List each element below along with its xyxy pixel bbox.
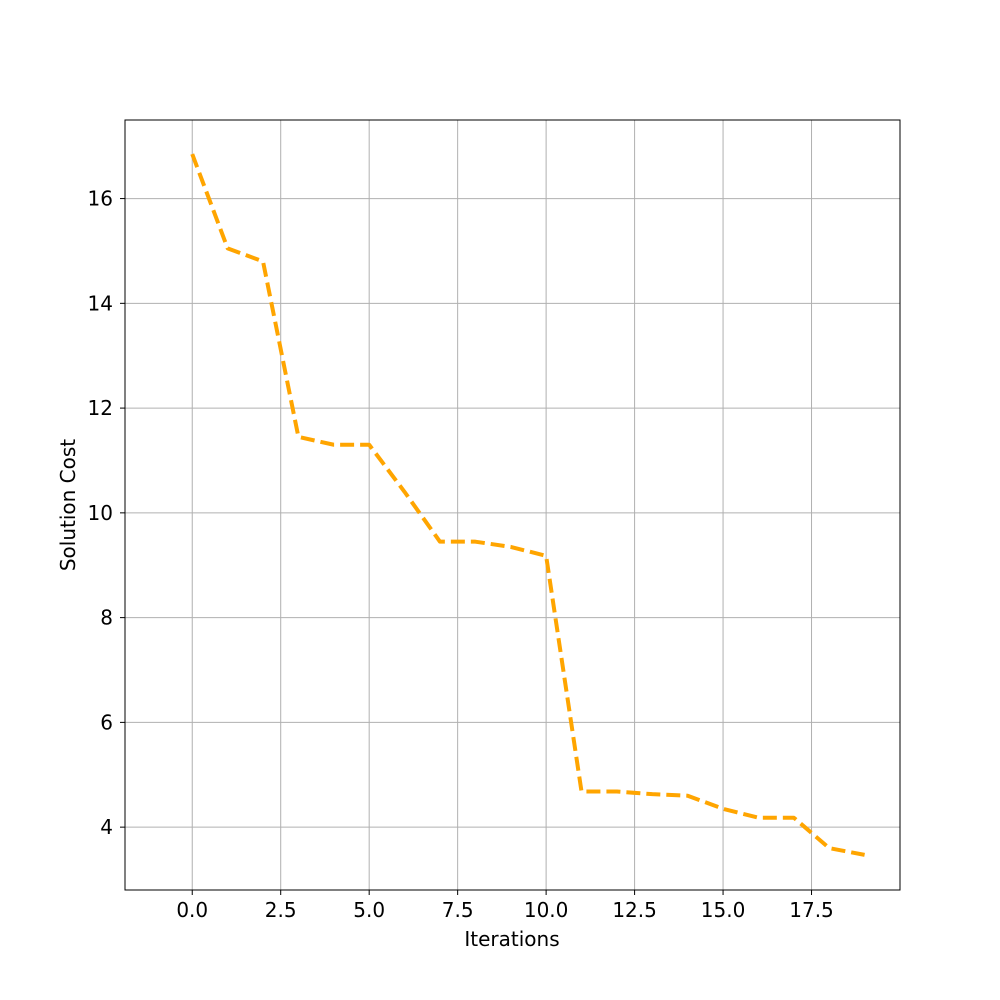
series-layer: [190, 153, 865, 857]
x-tick-label: 5.0: [353, 898, 385, 922]
x-axis-label: Iterations: [464, 927, 559, 951]
x-tick-label: 12.5: [612, 898, 657, 922]
y-axis-label: Solution Cost: [56, 439, 80, 571]
y-axis-ticks: 4 6 8 10 12 14 16: [88, 187, 125, 839]
x-tick-label: 2.5: [265, 898, 297, 922]
y-tick-label: 10: [88, 501, 113, 525]
x-tick-label: 7.5: [442, 898, 474, 922]
y-tick-label: 8: [100, 606, 113, 630]
x-tick-label: 0.0: [176, 898, 208, 922]
y-tick-label: 12: [88, 396, 113, 420]
plot-area-frame: [124, 119, 901, 891]
grid: [125, 120, 900, 890]
x-tick-label: 10.0: [524, 898, 569, 922]
series-line: [190, 153, 865, 857]
x-tick-label: 17.5: [789, 898, 834, 922]
y-tick-label: 6: [100, 710, 113, 734]
y-tick-label: 16: [88, 187, 113, 211]
x-tick-label: 15.0: [701, 898, 746, 922]
y-tick-label: 14: [88, 291, 113, 315]
y-tick-label: 4: [100, 815, 113, 839]
x-axis-ticks: 0.0 2.5 5.0 7.5 10.0 12.5 15.0 17.5: [176, 890, 834, 922]
